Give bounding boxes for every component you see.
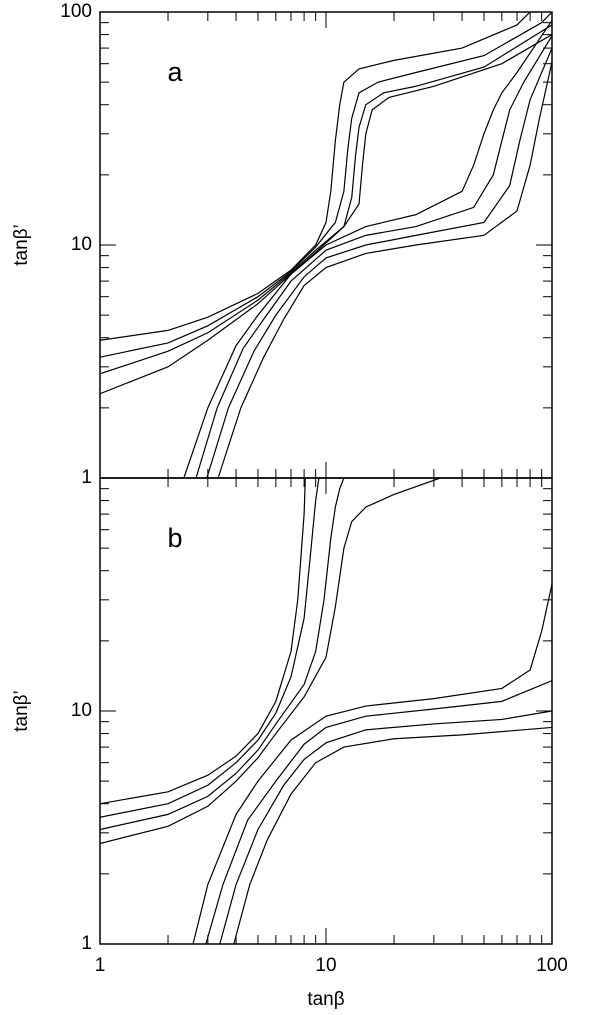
curve [100, 478, 320, 818]
curve [183, 20, 552, 478]
curve [100, 34, 552, 395]
curve [100, 24, 552, 375]
curve [205, 680, 552, 944]
y-axis-label: tanβ’ [11, 690, 32, 732]
y-tick-label: 1 [81, 467, 92, 488]
x-tick-label: 10 [315, 955, 336, 976]
plot-area [100, 478, 552, 944]
curve [206, 47, 552, 478]
plot-area [100, 12, 552, 478]
curve [233, 726, 552, 944]
curve [100, 478, 441, 845]
y-tick-label: 10 [71, 234, 92, 255]
x-axis-label: tanβ [307, 989, 344, 1010]
y-tick-label: 10 [71, 700, 92, 721]
y-axis-label: tanβ’ [11, 224, 32, 266]
x-tick-label: 1 [95, 955, 106, 976]
x-tick-label: 100 [536, 955, 568, 976]
panel-label: b [167, 523, 182, 553]
curve [100, 478, 345, 831]
curve [219, 710, 552, 944]
curve [100, 478, 306, 805]
curve [195, 35, 552, 478]
curve [100, 12, 552, 358]
plot-frame [99, 477, 553, 945]
panel-label: a [167, 57, 183, 87]
y-tick-label: 1 [81, 933, 92, 954]
curve [192, 584, 552, 944]
curve [217, 61, 552, 478]
curve [100, 12, 531, 341]
y-tick-label: 100 [60, 1, 92, 22]
